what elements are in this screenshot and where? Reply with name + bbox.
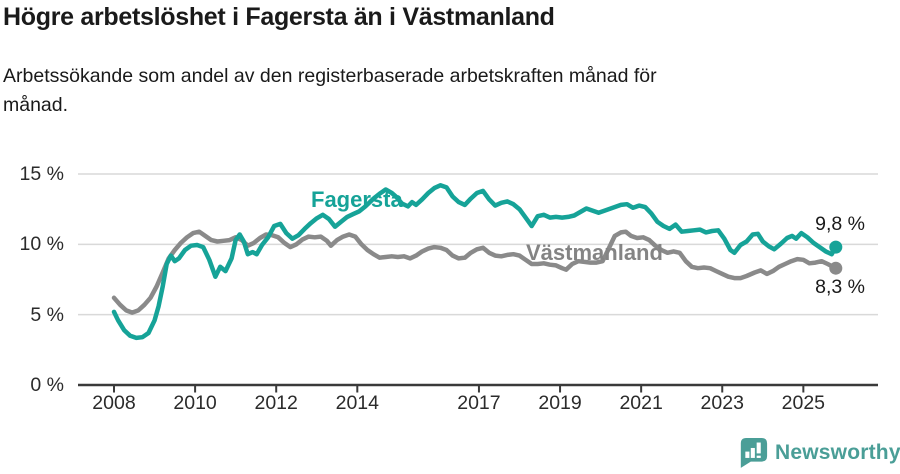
y-tick-label: 10 %	[19, 233, 64, 256]
page-title: Högre arbetslöshet i Fagersta än i Västm…	[3, 3, 555, 31]
subtitle-line-2: månad.	[3, 93, 69, 116]
brand-name: Newsworthy	[775, 440, 900, 464]
y-tick-label: 5 %	[30, 303, 64, 326]
series-label-vastmanland: Västmanland	[526, 240, 663, 265]
y-tick-label: 15 %	[19, 162, 64, 185]
x-tick-label: 2021	[619, 392, 663, 414]
y-tick-label: 0 %	[30, 374, 64, 396]
x-tick-label: 2025	[781, 392, 826, 414]
x-tick-label: 2008	[92, 392, 136, 414]
brand-footer: Newsworthy	[739, 437, 900, 468]
x-tick-label: 2019	[538, 392, 582, 414]
x-tick-label: 2010	[173, 392, 217, 414]
newsworthy-logo-icon	[740, 438, 768, 468]
x-tick-label: 2014	[335, 392, 379, 414]
x-tick-label: 2017	[457, 392, 501, 414]
end-value-vastmanland: 8,3 %	[815, 276, 865, 298]
series-label-fagersta: Fagersta	[311, 187, 403, 212]
chart-subtitle: Arbetssökande som andel av den registerb…	[3, 62, 657, 119]
x-tick-label: 2012	[254, 392, 298, 414]
subtitle-line-1: Arbetssökande som andel av den registerb…	[3, 65, 657, 87]
x-tick-label: 2023	[700, 392, 744, 414]
end-value-fagersta: 9,8 %	[815, 213, 865, 235]
